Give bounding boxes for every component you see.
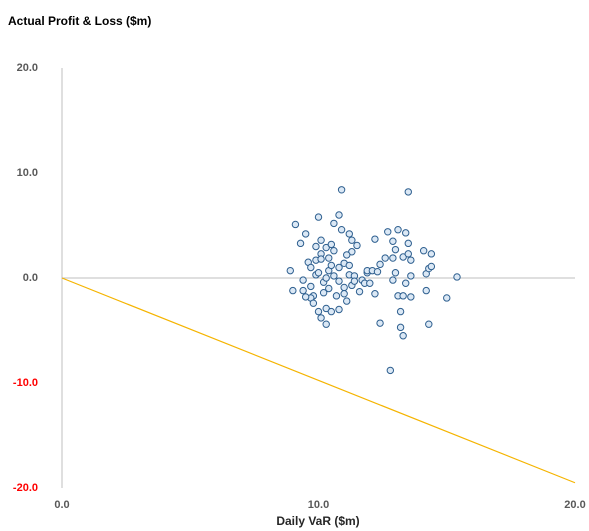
scatter-point: [353, 241, 361, 250]
scatter-point: [453, 273, 461, 281]
scatter-point: [399, 292, 407, 300]
scatter-point: [314, 213, 323, 221]
scatter-point: [345, 261, 353, 270]
scatter-point: [325, 254, 333, 262]
scatter-point: [376, 260, 384, 269]
scatter-point: [301, 230, 310, 238]
y-tick-label: -20.0: [13, 482, 38, 494]
scatter-point: [296, 239, 305, 248]
y-tick-label: 0.0: [23, 272, 38, 284]
scatter-point: [340, 290, 348, 298]
scatter-point: [443, 294, 451, 302]
scatter-point: [404, 188, 412, 196]
scatter-point: [307, 282, 315, 291]
scatter-point: [299, 276, 307, 284]
scatter-point: [301, 293, 310, 301]
scatter-point: [325, 284, 333, 293]
scatter-point: [402, 279, 410, 287]
scatter-point: [422, 286, 430, 295]
scatter-point: [309, 299, 318, 307]
scatter-point: [389, 276, 397, 284]
scatter-point: [371, 290, 379, 298]
scatter-point: [394, 226, 402, 234]
scatter-point: [314, 269, 323, 277]
scatter-point: [427, 262, 436, 271]
scatter-point: [335, 305, 343, 314]
y-tick-label: -10.0: [13, 377, 38, 389]
scatter-point: [348, 236, 356, 244]
scatter-point: [317, 255, 325, 263]
scatter-point: [330, 247, 338, 255]
scatter-point: [391, 245, 400, 254]
scatter-point: [345, 230, 353, 238]
scatter-point: [427, 250, 436, 258]
scatter-point: [337, 226, 346, 234]
scatter-point: [312, 242, 320, 251]
x-tick-label: 0.0: [54, 499, 69, 511]
scatter-point: [337, 186, 346, 194]
scatter-point: [291, 220, 300, 229]
scatter-point: [322, 274, 330, 282]
scatter-point: [286, 266, 294, 275]
scatter-point: [389, 237, 397, 245]
reference-line: [61, 277, 576, 484]
scatter-point: [425, 320, 433, 328]
scatter-point: [317, 236, 325, 244]
scatter-point: [376, 319, 384, 327]
scatter-point: [399, 332, 407, 340]
scatter-point: [396, 323, 405, 332]
scatter-point: [402, 229, 410, 237]
scatter-point: [327, 307, 336, 316]
scatter-point: [340, 283, 348, 292]
y-tick-label: 20.0: [17, 62, 38, 74]
scatter-point: [322, 320, 330, 328]
scatter-point: [404, 239, 412, 248]
scatter-point: [373, 268, 382, 276]
scatter-point: [289, 286, 297, 295]
x-tick-label: 10.0: [308, 499, 329, 511]
scatter-point: [366, 279, 374, 287]
scatter-point: [407, 256, 415, 264]
scatter-point: [327, 240, 336, 249]
scatter-point: [391, 269, 400, 277]
scatter-point: [355, 287, 364, 296]
scatter-point: [335, 277, 343, 285]
x-tick-label: 20.0: [564, 499, 585, 511]
scatter-point: [404, 250, 412, 258]
scatter-point: [319, 289, 328, 297]
scatter-point: [299, 286, 307, 295]
scatter-point: [343, 251, 351, 259]
scatter-point: [330, 219, 338, 228]
scatter-point: [407, 293, 415, 301]
scatter-point: [330, 272, 338, 280]
scatter-point: [407, 272, 415, 280]
scatter-point: [332, 292, 341, 300]
scatter-point: [307, 263, 315, 272]
scatter-point: [343, 297, 351, 305]
scatter-point: [384, 228, 392, 236]
scatter-point: [335, 211, 343, 219]
scatter-point: [317, 314, 325, 322]
x-axis-label: Daily VaR ($m): [276, 514, 359, 528]
scatter-point: [335, 263, 343, 272]
scatter-point: [314, 307, 323, 316]
scatter-point: [381, 254, 389, 262]
y-tick-label: 10.0: [17, 167, 38, 179]
scatter-point: [419, 247, 428, 255]
scatter-point: [350, 277, 359, 285]
scatter-point: [386, 366, 395, 375]
scatter-point: [389, 254, 397, 262]
scatter-point: [396, 307, 405, 316]
chart-title: Actual Profit & Loss ($m): [8, 14, 151, 28]
scatter-point: [327, 261, 336, 270]
scatter-point: [371, 235, 379, 243]
